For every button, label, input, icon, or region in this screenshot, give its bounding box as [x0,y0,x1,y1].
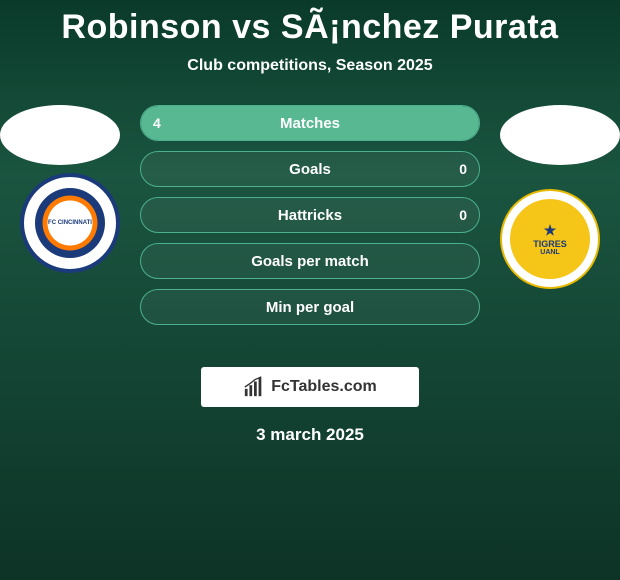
stat-label: Goals per match [141,253,479,270]
bar-chart-icon [243,376,265,398]
stat-label: Matches [141,115,479,132]
subtitle: Club competitions, Season 2025 [0,57,620,75]
footer-brand[interactable]: FcTables.com [201,367,419,407]
club-logo-right-inner: ★ TIGRES UANL [510,199,590,279]
stat-label: Hattricks [141,207,479,224]
stat-val-right: 0 [459,161,467,177]
club-logo-right-sub: UANL [540,249,559,256]
club-logo-right-text: TIGRES [533,239,567,249]
stat-row-goals-per-match: Goals per match [140,243,480,279]
player-avatar-left [0,105,120,165]
stats-container: 4 Matches Goals 0 Hattricks 0 Goals per … [140,105,480,335]
stat-label: Min per goal [141,299,479,316]
page-title: Robinson vs SÃ¡nchez Purata [0,0,620,47]
club-logo-left-inner: FC CINCINNATI [35,188,105,258]
player-avatar-right [500,105,620,165]
stat-row-matches: 4 Matches [140,105,480,141]
stat-val-right: 0 [459,207,467,223]
stat-label: Goals [141,161,479,178]
club-logo-right: ★ TIGRES UANL [500,189,600,289]
stat-row-goals: Goals 0 [140,151,480,187]
club-logo-left-text: FC CINCINNATI [48,220,92,226]
stat-row-min-per-goal: Min per goal [140,289,480,325]
stat-row-hattricks: Hattricks 0 [140,197,480,233]
footer-brand-text: FcTables.com [271,378,377,396]
comparison-panel: FC CINCINNATI ★ TIGRES UANL 4 Matches Go… [0,105,620,345]
club-logo-left: FC CINCINNATI [20,173,120,273]
date-label: 3 march 2025 [0,425,620,445]
star-icon: ★ [544,222,557,239]
